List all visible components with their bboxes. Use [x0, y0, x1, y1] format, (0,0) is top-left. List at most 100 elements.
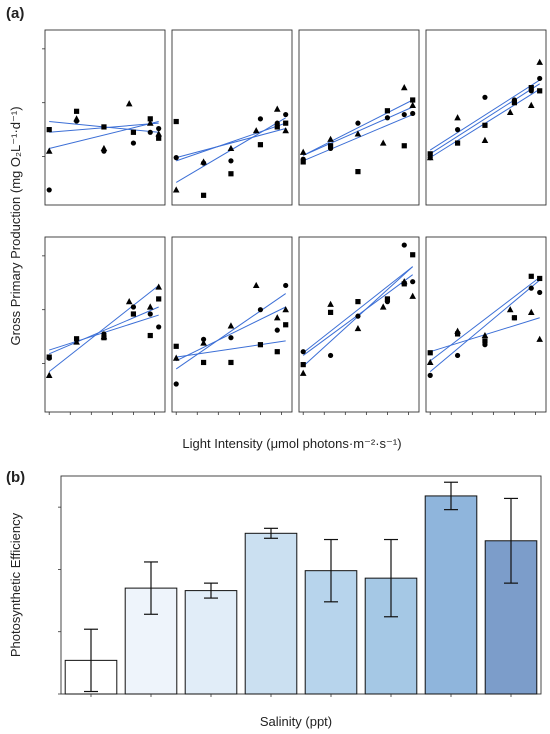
data-point-square: [327, 143, 334, 149]
data-point-circle: [427, 372, 433, 378]
data-point-circle: [384, 115, 391, 121]
bar-22: [184, 590, 238, 695]
facet-4: [42, 236, 166, 415]
data-point-circle: [228, 158, 234, 164]
data-point-triangle: [426, 154, 434, 161]
bar-27: [244, 532, 298, 695]
regression-line: [48, 285, 159, 373]
data-point-square: [454, 331, 461, 337]
data-point-square: [401, 143, 407, 149]
data-point-circle: [283, 282, 289, 289]
regression-line: [429, 83, 540, 155]
data-point-circle: [46, 187, 52, 193]
data-point-circle: [482, 94, 488, 100]
regression-line: [303, 114, 413, 162]
data-point-square: [156, 296, 162, 302]
regression-line: [175, 306, 286, 362]
data-point-triangle: [172, 186, 180, 193]
data-point-circle: [327, 352, 334, 359]
data-point-circle: [355, 120, 361, 126]
data-point-triangle: [299, 369, 307, 376]
data-point-square: [274, 349, 280, 355]
data-point-square: [384, 296, 391, 302]
data-point-triangle: [273, 105, 281, 112]
data-point-triangle: [379, 303, 387, 310]
regression-line: [429, 276, 540, 362]
regression-line: [176, 122, 286, 162]
data-point-circle: [130, 140, 137, 146]
facet-1: [171, 29, 293, 206]
data-point-triangle: [252, 127, 260, 134]
data-point-square: [173, 118, 179, 125]
data-point-circle: [454, 127, 461, 133]
data-point-triangle: [146, 303, 154, 310]
data-point-triangle: [454, 327, 461, 334]
data-point-circle: [173, 155, 179, 161]
facet-frame: [425, 29, 547, 206]
regression-line: [176, 128, 286, 159]
data-point-triangle: [536, 335, 543, 342]
data-point-square: [147, 332, 153, 339]
facet-frame: [298, 236, 420, 413]
data-point-square: [528, 273, 534, 279]
data-point-triangle: [155, 283, 162, 290]
data-point-triangle: [252, 281, 260, 289]
data-point-triangle: [200, 158, 207, 165]
data-point-triangle: [481, 331, 489, 339]
data-point-triangle: [354, 130, 362, 137]
facet-6: [298, 236, 420, 415]
panel-b-chart: [58, 475, 542, 697]
data-point-square: [482, 122, 488, 128]
data-point-square: [511, 315, 518, 321]
data-point-triangle: [354, 324, 362, 332]
data-point-triangle: [227, 322, 235, 329]
data-point-square: [101, 124, 107, 130]
data-point-circle: [528, 285, 534, 291]
bar-plot-frame: [60, 475, 542, 695]
regression-line: [175, 293, 286, 370]
data-point-square: [327, 309, 334, 315]
facet-2: [298, 29, 420, 206]
data-point-square: [427, 350, 433, 356]
data-point-square: [46, 127, 52, 133]
data-point-triangle: [536, 58, 543, 65]
data-point-square: [257, 142, 264, 148]
facet-frame: [171, 236, 293, 413]
data-point-triangle: [100, 333, 108, 340]
panel-b-ylabel: Photosynthetic Efficiency: [8, 512, 23, 657]
data-point-circle: [355, 313, 361, 319]
panel-a-xlabel: Light Intensity (μmol photons·m⁻²·s⁻¹): [182, 436, 401, 451]
data-point-circle: [257, 307, 264, 313]
data-point-square: [427, 151, 433, 157]
data-point-triangle: [527, 308, 535, 315]
data-point-triangle: [299, 148, 307, 155]
data-point-square: [283, 322, 289, 328]
data-point-circle: [274, 327, 280, 333]
data-point-triangle: [527, 101, 535, 108]
data-point-square: [454, 140, 461, 146]
data-point-square: [482, 338, 488, 344]
data-point-triangle: [400, 278, 408, 285]
data-point-circle: [401, 111, 407, 118]
facet-frame: [298, 29, 420, 206]
data-point-triangle: [273, 314, 281, 321]
data-point-circle: [257, 116, 264, 122]
data-point-square: [300, 159, 306, 165]
facet-7: [425, 236, 547, 415]
regression-line: [302, 266, 413, 354]
panel-a-facets: [42, 29, 547, 415]
data-point-circle: [156, 125, 162, 132]
data-point-square: [410, 252, 416, 258]
data-point-circle: [228, 335, 234, 341]
data-point-circle: [300, 349, 306, 355]
regression-line: [49, 121, 159, 149]
data-point-square: [228, 171, 234, 177]
data-point-circle: [537, 75, 543, 82]
data-point-triangle: [73, 115, 80, 122]
data-point-triangle: [45, 147, 53, 154]
data-point-square: [200, 192, 207, 198]
data-point-square: [274, 124, 280, 130]
facet-5: [171, 236, 293, 415]
bar-40: [424, 495, 478, 695]
